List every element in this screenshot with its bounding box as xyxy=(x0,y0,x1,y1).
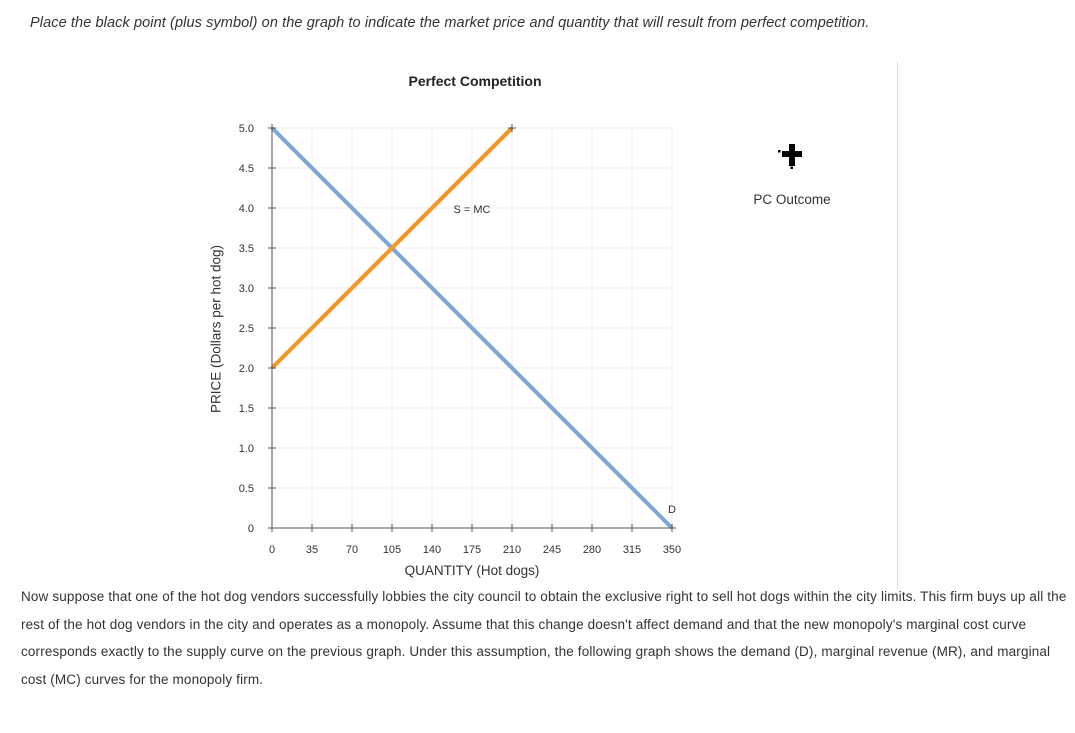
x-tick-label: 105 xyxy=(383,544,401,556)
y-tick-label: 3.0 xyxy=(239,283,254,295)
y-tick-label: 2.0 xyxy=(239,363,254,375)
y-tick-label: 1.0 xyxy=(239,443,254,455)
x-tick-label: 315 xyxy=(623,544,641,556)
panel-divider xyxy=(897,62,898,588)
x-tick-label: 350 xyxy=(663,544,681,556)
instruction-text: Place the black point (plus symbol) on t… xyxy=(30,15,870,31)
x-tick-label: 245 xyxy=(543,544,561,556)
y-tick-label: 3.5 xyxy=(239,243,254,255)
demand-curve-label: D xyxy=(668,504,676,516)
x-tick-label: 35 xyxy=(306,544,318,556)
chart-title: Perfect Competition xyxy=(408,73,542,89)
y-tick-label: 4.0 xyxy=(239,203,254,215)
plus-icon[interactable] xyxy=(778,141,806,169)
supply-curve xyxy=(270,126,514,370)
y-tick-label: 1.5 xyxy=(239,403,254,415)
y-tick-label: 0.5 xyxy=(239,483,254,495)
supply-curve-label: S = MC xyxy=(454,204,491,216)
x-tick-label: 70 xyxy=(346,544,358,556)
body-paragraph: Now suppose that one of the hot dog vend… xyxy=(21,589,1067,688)
y-tick-label: 5.0 xyxy=(239,123,254,135)
demand-curve xyxy=(270,126,674,530)
y-tick-label: 2.5 xyxy=(239,323,254,335)
x-tick-label: 175 xyxy=(463,544,481,556)
pc-outcome-tool[interactable] xyxy=(778,141,806,169)
y-tick-label: 0 xyxy=(248,523,254,535)
x-tick-label: 210 xyxy=(503,544,521,556)
x-tick-label: 0 xyxy=(269,544,275,556)
y-tick-label: 4.5 xyxy=(239,163,254,175)
x-axis-label: QUANTITY (Hot dogs) xyxy=(404,563,540,578)
pc-outcome-label: PC Outcome xyxy=(753,192,831,207)
x-tick-label: 280 xyxy=(583,544,601,556)
x-tick-label: 140 xyxy=(423,544,441,556)
